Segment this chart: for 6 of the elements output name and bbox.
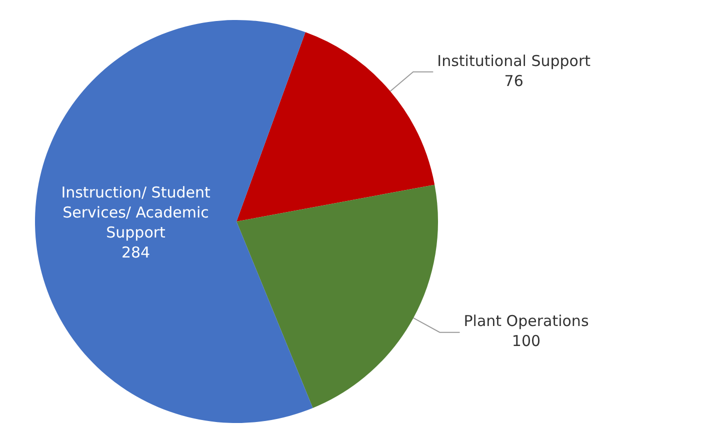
data-label: 76 [504,72,524,90]
data-label: 284 [121,243,150,262]
slice-label: Instruction/ Student Services/ Academic Support [61,183,210,242]
slice-label: Plant Operations [464,312,589,330]
slice-label: Institutional Support [437,52,591,70]
data-label: 100 [512,332,541,350]
